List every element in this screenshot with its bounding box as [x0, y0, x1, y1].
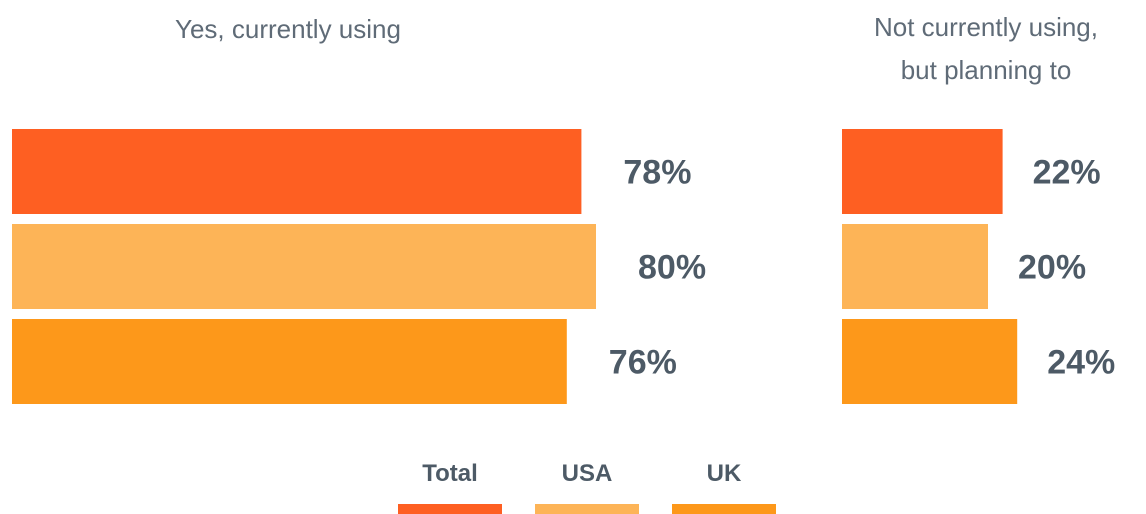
- value-label-yes-currently-using-uk: 76%: [609, 344, 677, 382]
- legend-label-usa: USA: [562, 460, 613, 487]
- value-label-yes-currently-using-total: 78%: [623, 154, 691, 192]
- value-label-yes-currently-using-usa: 80%: [638, 249, 706, 287]
- legend-swatch-usa: [535, 504, 639, 514]
- value-label-planning-to-use-usa: 20%: [1018, 249, 1086, 287]
- legend-label-total: Total: [422, 460, 478, 487]
- bar-yes-currently-using-uk: [12, 319, 567, 404]
- legend-swatch-total: [398, 504, 502, 514]
- panel-title-yes-currently-using: Yes, currently using: [175, 14, 401, 44]
- bar-planning-to-use-uk: [842, 319, 1018, 404]
- bar-yes-currently-using-total: [12, 129, 582, 214]
- bar-yes-currently-using-usa: [12, 224, 596, 309]
- value-label-planning-to-use-uk: 24%: [1047, 344, 1115, 382]
- panel-title-planning-to-use-line-2: but planning to: [901, 55, 1072, 85]
- value-label-planning-to-use-total: 22%: [1033, 154, 1101, 192]
- panel-title-planning-to-use-line-1: Not currently using,: [874, 12, 1098, 42]
- legend-swatch-uk: [672, 504, 776, 514]
- bar-planning-to-use-usa: [842, 224, 988, 309]
- legend-label-uk: UK: [707, 460, 742, 487]
- bar-planning-to-use-total: [842, 129, 1003, 214]
